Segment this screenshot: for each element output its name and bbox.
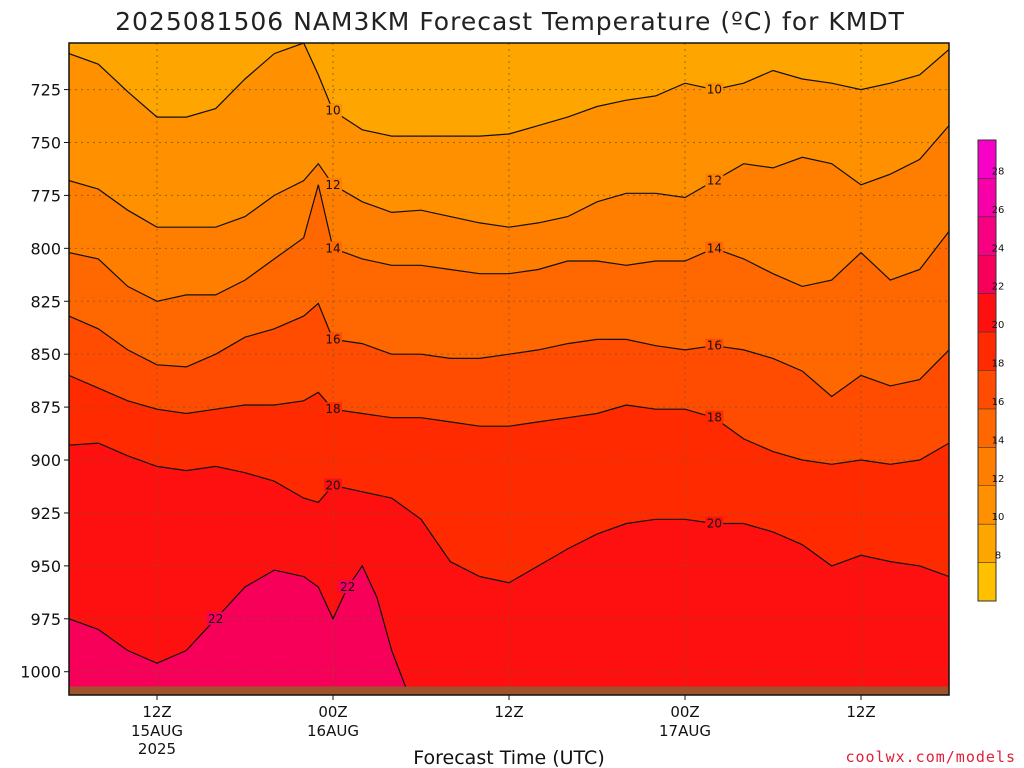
contour-line-10 xyxy=(69,43,949,137)
contour-line-14 xyxy=(69,184,949,302)
colorbar-label: 24 xyxy=(992,243,1005,254)
ground-strip xyxy=(69,686,949,695)
y-tick-label: 725 xyxy=(30,81,61,100)
contour-lines xyxy=(69,43,949,689)
contour-label-bg xyxy=(705,241,724,255)
y-tick-label: 925 xyxy=(30,504,61,523)
colorbar-bin xyxy=(978,524,996,563)
x-tick-label: 12Z xyxy=(142,703,171,721)
contour-label-12: 12 xyxy=(707,174,722,188)
colorbar-bin xyxy=(978,255,996,294)
colorbar-label: 20 xyxy=(992,320,1005,331)
y-tick-label: 950 xyxy=(30,557,61,576)
y-tick-label: 850 xyxy=(30,345,61,364)
colorbar-label: 16 xyxy=(992,397,1005,408)
y-tick-label: 775 xyxy=(30,186,61,205)
y-tick-label: 800 xyxy=(30,239,61,258)
contour-label-12: 12 xyxy=(325,178,340,192)
y-tick-label: 875 xyxy=(30,398,61,417)
contour-label-bg xyxy=(324,332,342,346)
contour-line-12 xyxy=(69,125,949,228)
chart-title: 2025081506 NAM3KM Forecast Temperature (… xyxy=(115,7,905,36)
contour-line-22 xyxy=(69,564,407,689)
contour-label-bg xyxy=(705,338,724,352)
colorbar: 8 10 12 14 16 18 20 22 24 26 28 xyxy=(977,139,1005,602)
colorbar-label: 10 xyxy=(992,512,1005,523)
contour-label-18: 18 xyxy=(325,402,340,416)
contour-label-22: 22 xyxy=(340,580,355,594)
contour-label-10: 10 xyxy=(325,104,340,118)
x-tick-sublabel: 17AUG xyxy=(659,722,711,740)
x-axis-label: Forecast Time (UTC) xyxy=(413,747,604,768)
colorbar-bin xyxy=(978,332,996,371)
colorbar-bin xyxy=(978,140,996,179)
contour-label-bg xyxy=(324,478,342,492)
credit-text: coolwx.com/models xyxy=(845,748,1016,766)
x-tick-sublabel: 2025 xyxy=(138,740,176,758)
contour-label-bg xyxy=(324,241,342,255)
colorbar-bin xyxy=(978,408,996,448)
x-tick-sublabel: 16AUG xyxy=(307,722,359,740)
x-tick-label: 00Z xyxy=(670,703,699,721)
contour-label-bg xyxy=(324,177,342,191)
colorbar-label: 26 xyxy=(992,205,1005,216)
y-tick-label: 825 xyxy=(30,292,61,311)
colorbar-bin xyxy=(978,216,996,256)
contour-label-bg xyxy=(705,410,724,424)
contour-label-16: 16 xyxy=(325,332,340,346)
contour-label-bg xyxy=(705,82,724,96)
colorbar-bin xyxy=(978,370,996,409)
colorbar-label: 22 xyxy=(992,282,1005,293)
contour-label-22: 22 xyxy=(208,612,223,626)
contour-label-bg xyxy=(705,516,724,530)
colorbar-label: 28 xyxy=(992,166,1005,177)
x-tick-sublabel: 15AUG xyxy=(131,722,183,740)
contour-label-bg xyxy=(324,103,342,117)
band-22-plus xyxy=(69,565,407,695)
contour-label-14: 14 xyxy=(707,241,722,255)
contour-label-bg xyxy=(324,402,342,416)
contour-label-bg xyxy=(338,580,357,594)
contour-label-10: 10 xyxy=(707,83,722,97)
y-tick-label: 1000 xyxy=(20,663,61,682)
colorbar-bin xyxy=(978,485,996,525)
plot-area: 10 10 12 12 14 14 16 16 18 18 20 20 22 22 725 750 775 800… xyxy=(20,42,950,758)
y-tick-label: 900 xyxy=(30,451,61,470)
colorbar-bin xyxy=(978,562,996,601)
contour-label-20: 20 xyxy=(325,478,340,492)
y-tick-label: 975 xyxy=(30,610,61,629)
colorbar-label: 8 xyxy=(995,551,1001,562)
contour-label-14: 14 xyxy=(325,241,340,255)
contour-label-bg xyxy=(705,173,724,187)
contour-line-16 xyxy=(69,302,949,398)
colorbar-label: 14 xyxy=(992,435,1005,446)
colorbar-label: 18 xyxy=(992,359,1005,370)
x-tick-label: 00Z xyxy=(318,703,347,721)
contour-label-20: 20 xyxy=(707,517,722,531)
y-tick-label: 750 xyxy=(30,133,61,152)
contour-label-bg xyxy=(206,611,225,625)
x-tick-label: 12Z xyxy=(494,703,523,721)
colorbar-bin xyxy=(978,178,996,217)
contour-line-18 xyxy=(69,374,949,465)
colorbar-bin xyxy=(978,447,996,486)
colorbar-bin xyxy=(978,293,996,333)
contour-line-20 xyxy=(69,442,949,584)
colorbar-label: 12 xyxy=(992,474,1005,485)
contour-label-18: 18 xyxy=(707,411,722,425)
x-tick-label: 12Z xyxy=(846,703,875,721)
contour-label-16: 16 xyxy=(707,339,722,353)
